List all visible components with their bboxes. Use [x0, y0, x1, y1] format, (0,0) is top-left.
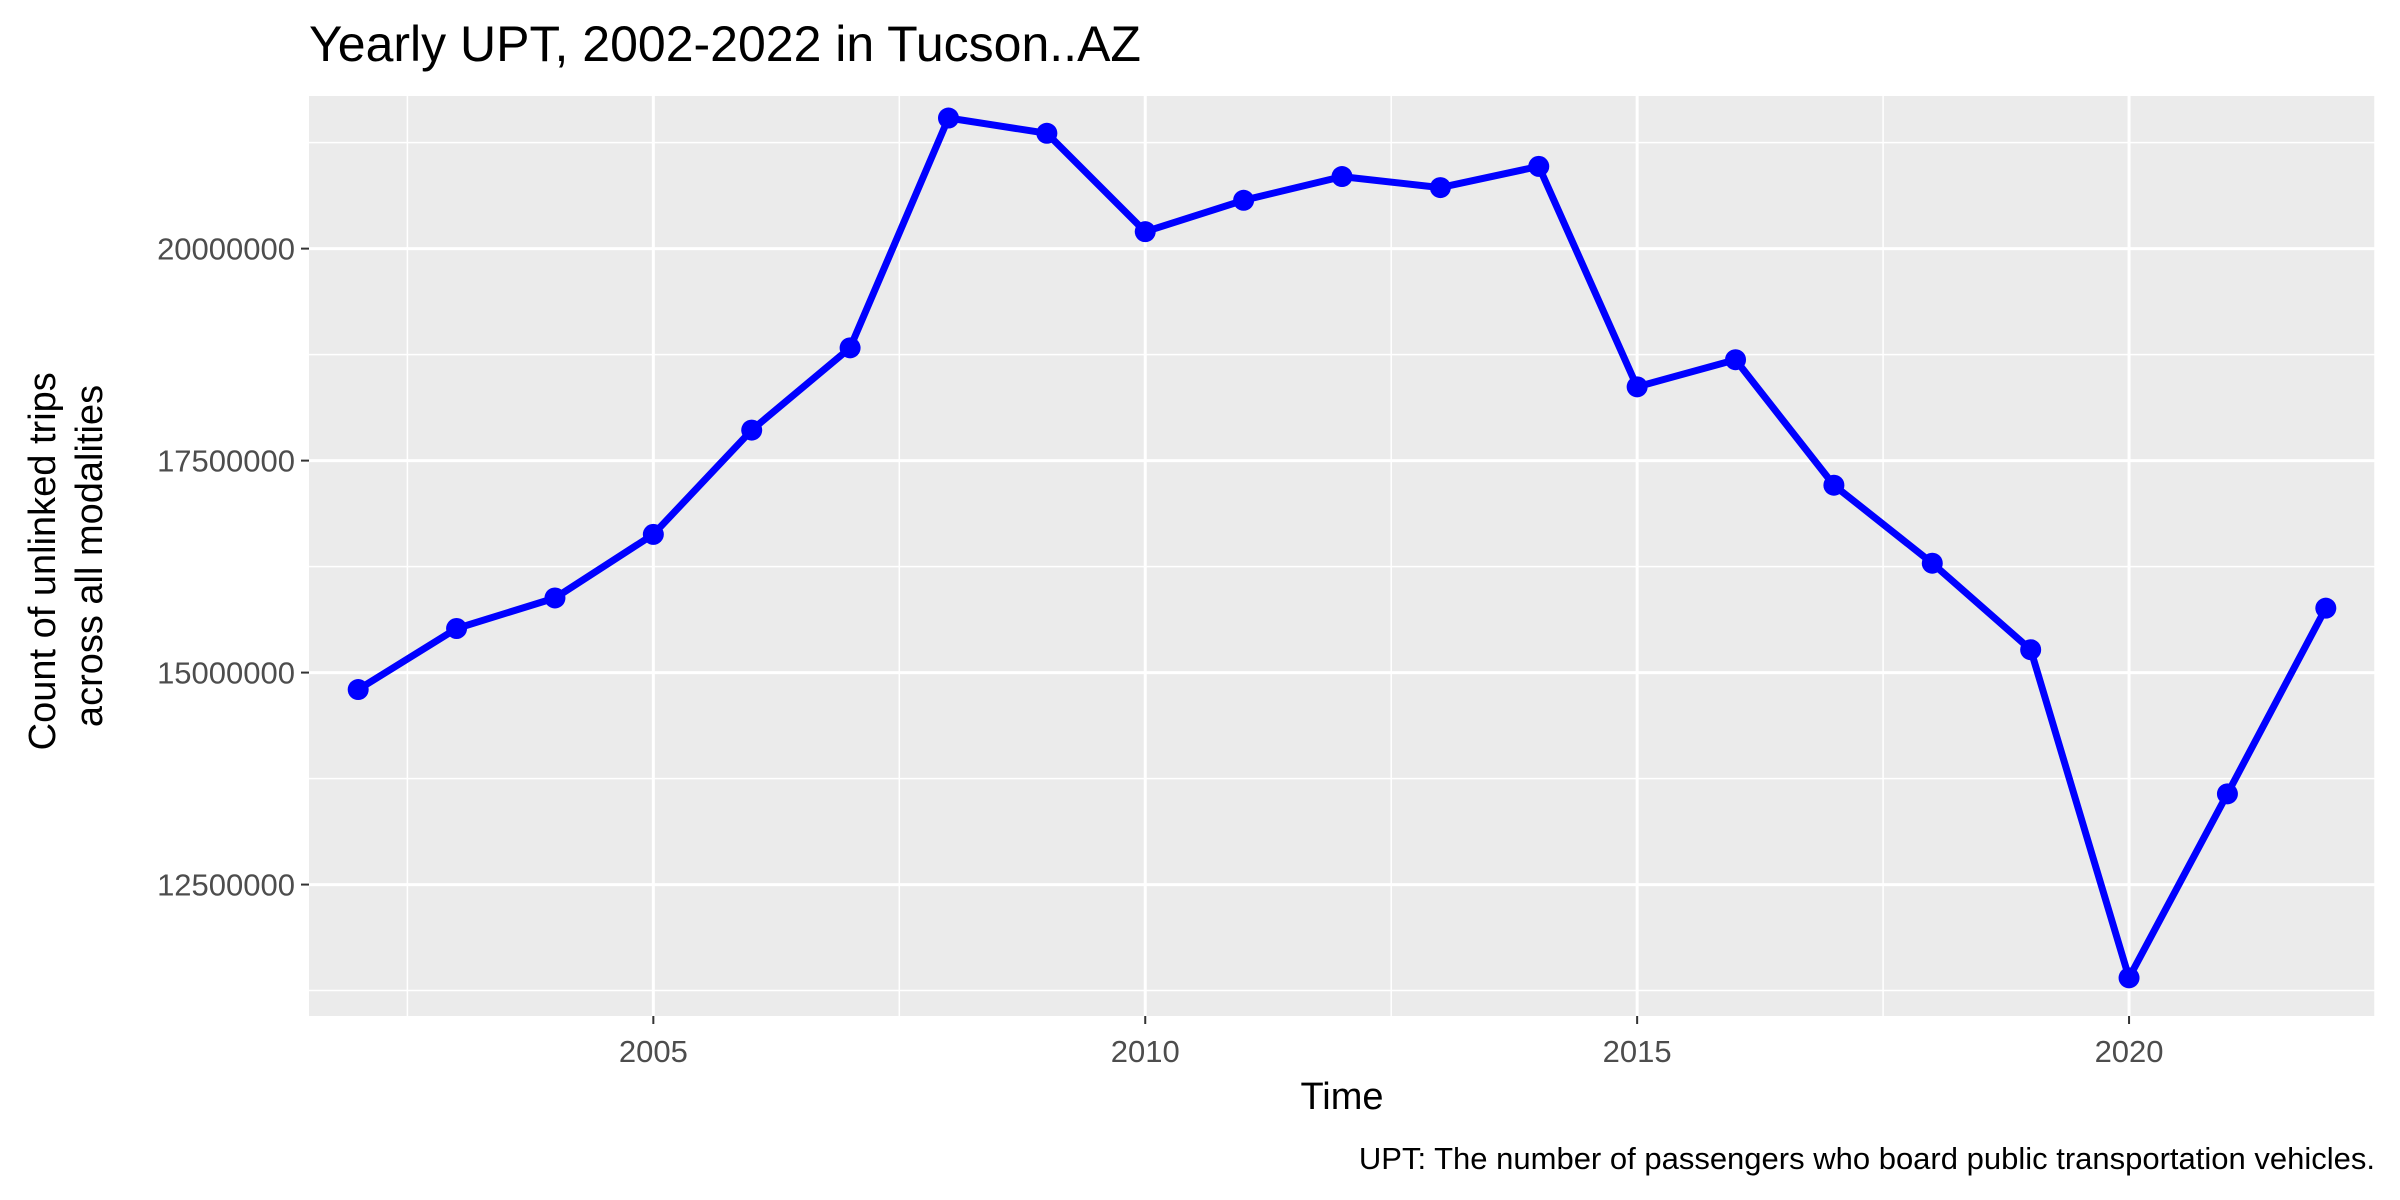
y-tick-label: 15000000	[157, 656, 295, 691]
data-point	[1626, 376, 1648, 398]
y-axis: 12500000 15000000 17500000 20000000	[157, 232, 309, 903]
y-axis-title-line-1: Count of unlinked trips	[22, 372, 64, 750]
data-point	[1823, 474, 1845, 496]
data-point	[1331, 166, 1353, 188]
y-tick-label: 17500000	[157, 444, 295, 479]
y-axis-title: Count of unlinked trips across all modal…	[22, 362, 111, 751]
data-point	[347, 679, 369, 701]
data-point	[446, 617, 468, 639]
data-point	[2118, 967, 2140, 989]
data-point	[1134, 221, 1156, 243]
chart-caption: UPT: The number of passengers who board …	[1359, 1141, 2375, 1176]
data-point	[839, 337, 861, 359]
y-axis-title-line-2: across all modalities	[69, 385, 111, 727]
x-axis: 2005 2010 2015 2020	[619, 1016, 2164, 1069]
data-point	[544, 587, 566, 609]
major-gridlines	[309, 96, 2375, 1016]
data-point	[1725, 349, 1747, 371]
data-point	[2020, 639, 2042, 661]
data-point	[741, 419, 763, 441]
data-point	[1036, 122, 1058, 144]
data-point	[1921, 552, 1943, 574]
data-point	[2216, 783, 2238, 805]
x-tick-label: 2015	[1603, 1034, 1672, 1069]
data-point	[1429, 177, 1451, 199]
chart-title: Yearly UPT, 2002-2022 in Tucson..AZ	[309, 16, 1141, 72]
data-point	[937, 107, 959, 129]
y-tick-label: 12500000	[157, 868, 295, 903]
data-point	[2315, 597, 2337, 619]
x-tick-label: 2010	[1111, 1034, 1180, 1069]
data-point	[1528, 155, 1550, 177]
x-tick-label: 2005	[619, 1034, 688, 1069]
data-points	[347, 107, 2337, 989]
x-tick-label: 2020	[2095, 1034, 2164, 1069]
data-point	[642, 523, 664, 545]
y-tick-label: 20000000	[157, 232, 295, 267]
x-axis-title: Time	[1300, 1076, 1383, 1118]
data-point	[1233, 189, 1255, 211]
